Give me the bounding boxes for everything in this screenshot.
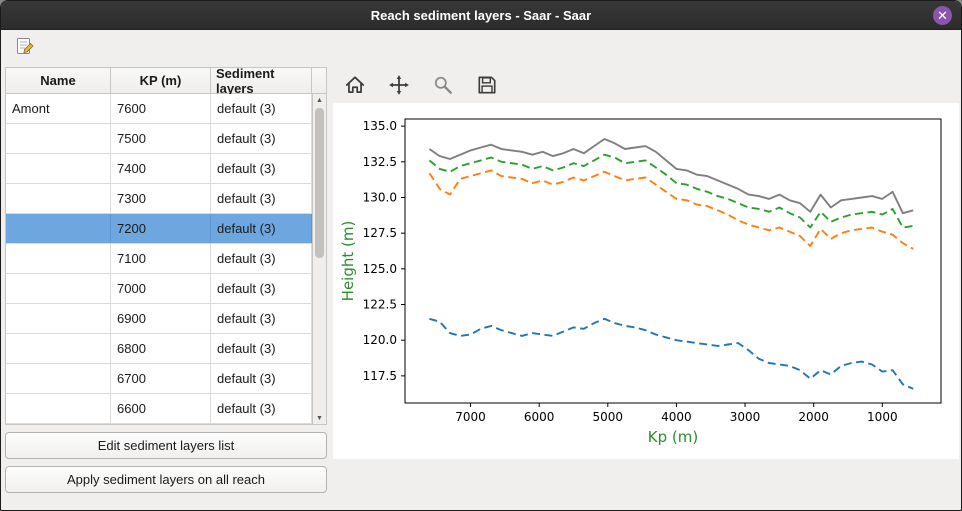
scroll-up-icon[interactable]: ▲ — [316, 96, 323, 104]
titlebar[interactable]: Reach sediment layers - Saar - Saar ✕ — [1, 1, 961, 30]
table-row[interactable]: 6600 default (3) — [6, 394, 326, 424]
x-tick-label: 5000 — [593, 410, 624, 424]
home-icon[interactable] — [341, 71, 369, 99]
y-tick-label: 127.5 — [363, 226, 397, 240]
table-row[interactable]: 6700 default (3) — [6, 364, 326, 394]
cell-kp[interactable]: 7000 — [111, 274, 211, 303]
header-sediment-layers[interactable]: Sediment layers — [211, 66, 312, 96]
cell-layers[interactable]: default (3) — [211, 304, 312, 333]
y-axis-label: Height (m) — [339, 221, 357, 302]
plot-area[interactable] — [404, 118, 942, 404]
y-tick-label: 130.0 — [363, 190, 397, 204]
chart-panel: 7000 6000 5000 4000 3000 2000 1000 117.5 120.0 12… — [333, 67, 959, 493]
edit-sediment-layers-button[interactable]: Edit sediment layers list — [5, 432, 327, 459]
green-dashed-line — [428, 153, 914, 229]
y-tick-label: 132.5 — [363, 155, 397, 169]
table-header-row: Name KP (m) Sediment layers — [6, 66, 326, 96]
content-area: Name KP (m) Sediment layers Amont 7600 def… — [1, 61, 961, 493]
table-scrollbar[interactable]: ▲ ▼ — [312, 94, 326, 424]
table-row[interactable]: 6800 default (3) — [6, 334, 326, 364]
cell-name[interactable] — [6, 154, 111, 183]
cell-kp[interactable]: 7500 — [111, 124, 211, 153]
cell-kp[interactable]: 6600 — [111, 394, 211, 423]
x-tick-label: 1000 — [867, 410, 898, 424]
cell-layers[interactable]: default (3) — [211, 184, 312, 213]
cell-kp[interactable]: 6800 — [111, 334, 211, 363]
table-row[interactable]: 7200 default (3) — [6, 214, 326, 244]
y-tick-label: 135.0 — [363, 119, 397, 133]
x-axis-label: Kp (m) — [648, 428, 698, 446]
pan-icon[interactable] — [385, 71, 413, 99]
gray-solid-line — [428, 138, 914, 215]
header-kp[interactable]: KP (m) — [111, 68, 211, 93]
scroll-down-icon[interactable]: ▼ — [316, 414, 323, 422]
x-tick-label: 2000 — [798, 410, 829, 424]
cell-name[interactable] — [6, 124, 111, 153]
scrollbar-thumb[interactable] — [315, 108, 324, 258]
cell-name[interactable] — [6, 244, 111, 273]
cell-kp[interactable]: 7400 — [111, 154, 211, 183]
y-tick-label: 120.0 — [363, 333, 397, 347]
main-toolbar — [1, 30, 961, 61]
cell-layers[interactable]: default (3) — [211, 274, 312, 303]
cell-layers[interactable]: default (3) — [211, 244, 312, 273]
cell-layers[interactable]: default (3) — [211, 124, 312, 153]
x-tick-label: 3000 — [730, 410, 761, 424]
profile-chart[interactable]: 7000 6000 5000 4000 3000 2000 1000 117.5 120.0 12… — [333, 103, 959, 459]
x-tick-label: 6000 — [524, 410, 555, 424]
table-row[interactable]: 7400 default (3) — [6, 154, 326, 184]
table-row[interactable]: 6900 default (3) — [6, 304, 326, 334]
edit-sediment-icon[interactable] — [13, 34, 37, 58]
orange-dashed-line — [428, 169, 914, 250]
sediment-table-panel: Name KP (m) Sediment layers Amont 7600 def… — [5, 66, 327, 493]
x-tick-label: 4000 — [661, 410, 692, 424]
edit-note-icon — [17, 37, 34, 54]
x-tick-label: 7000 — [455, 410, 486, 424]
y-tick-label: 117.5 — [363, 369, 397, 383]
cell-name[interactable] — [6, 394, 111, 423]
cell-layers[interactable]: default (3) — [211, 94, 312, 123]
cell-kp[interactable]: 7300 — [111, 184, 211, 213]
table-row[interactable]: 7100 default (3) — [6, 244, 326, 274]
cell-layers[interactable]: default (3) — [211, 334, 312, 363]
profile-figure[interactable]: 7000 6000 5000 4000 3000 2000 1000 117.5 120.0 12… — [333, 103, 959, 459]
cell-kp[interactable]: 7100 — [111, 244, 211, 273]
cell-name[interactable]: Amont — [6, 94, 111, 123]
blue-dashed-line — [429, 317, 914, 390]
table-row[interactable]: 7000 default (3) — [6, 274, 326, 304]
table-body: Amont 7600 default (3) 7500 default (3) 7400 d… — [6, 94, 326, 424]
window-title: Reach sediment layers - Saar - Saar — [370, 7, 592, 23]
cell-name[interactable] — [6, 274, 111, 303]
table-row[interactable]: 7300 default (3) — [6, 184, 326, 214]
sediment-layers-table: Name KP (m) Sediment layers Amont 7600 def… — [5, 66, 327, 425]
table-row[interactable]: Amont 7600 default (3) — [6, 94, 326, 124]
y-tick-label: 125.0 — [363, 262, 397, 276]
cell-kp[interactable]: 6900 — [111, 304, 211, 333]
cell-layers[interactable]: default (3) — [211, 364, 312, 393]
cell-layers[interactable]: default (3) — [211, 394, 312, 423]
cell-name[interactable] — [6, 334, 111, 363]
header-name[interactable]: Name — [6, 68, 111, 93]
zoom-icon[interactable] — [429, 71, 457, 99]
plot-toolbar — [333, 67, 959, 103]
cell-layers[interactable]: default (3) — [211, 154, 312, 183]
cell-name[interactable] — [6, 364, 111, 393]
cell-name[interactable] — [6, 184, 111, 213]
save-icon[interactable] — [473, 71, 501, 99]
apply-sediment-layers-button[interactable]: Apply sediment layers on all reach — [5, 466, 327, 493]
cell-name[interactable] — [6, 304, 111, 333]
cell-name[interactable] — [6, 214, 111, 243]
cell-kp[interactable]: 7600 — [111, 94, 211, 123]
table-row[interactable]: 7500 default (3) — [6, 124, 326, 154]
close-icon[interactable]: ✕ — [933, 6, 952, 25]
cell-layers[interactable]: default (3) — [211, 214, 312, 243]
y-tick-label: 122.5 — [363, 298, 397, 312]
cell-kp[interactable]: 6700 — [111, 364, 211, 393]
cell-kp[interactable]: 7200 — [111, 214, 211, 243]
